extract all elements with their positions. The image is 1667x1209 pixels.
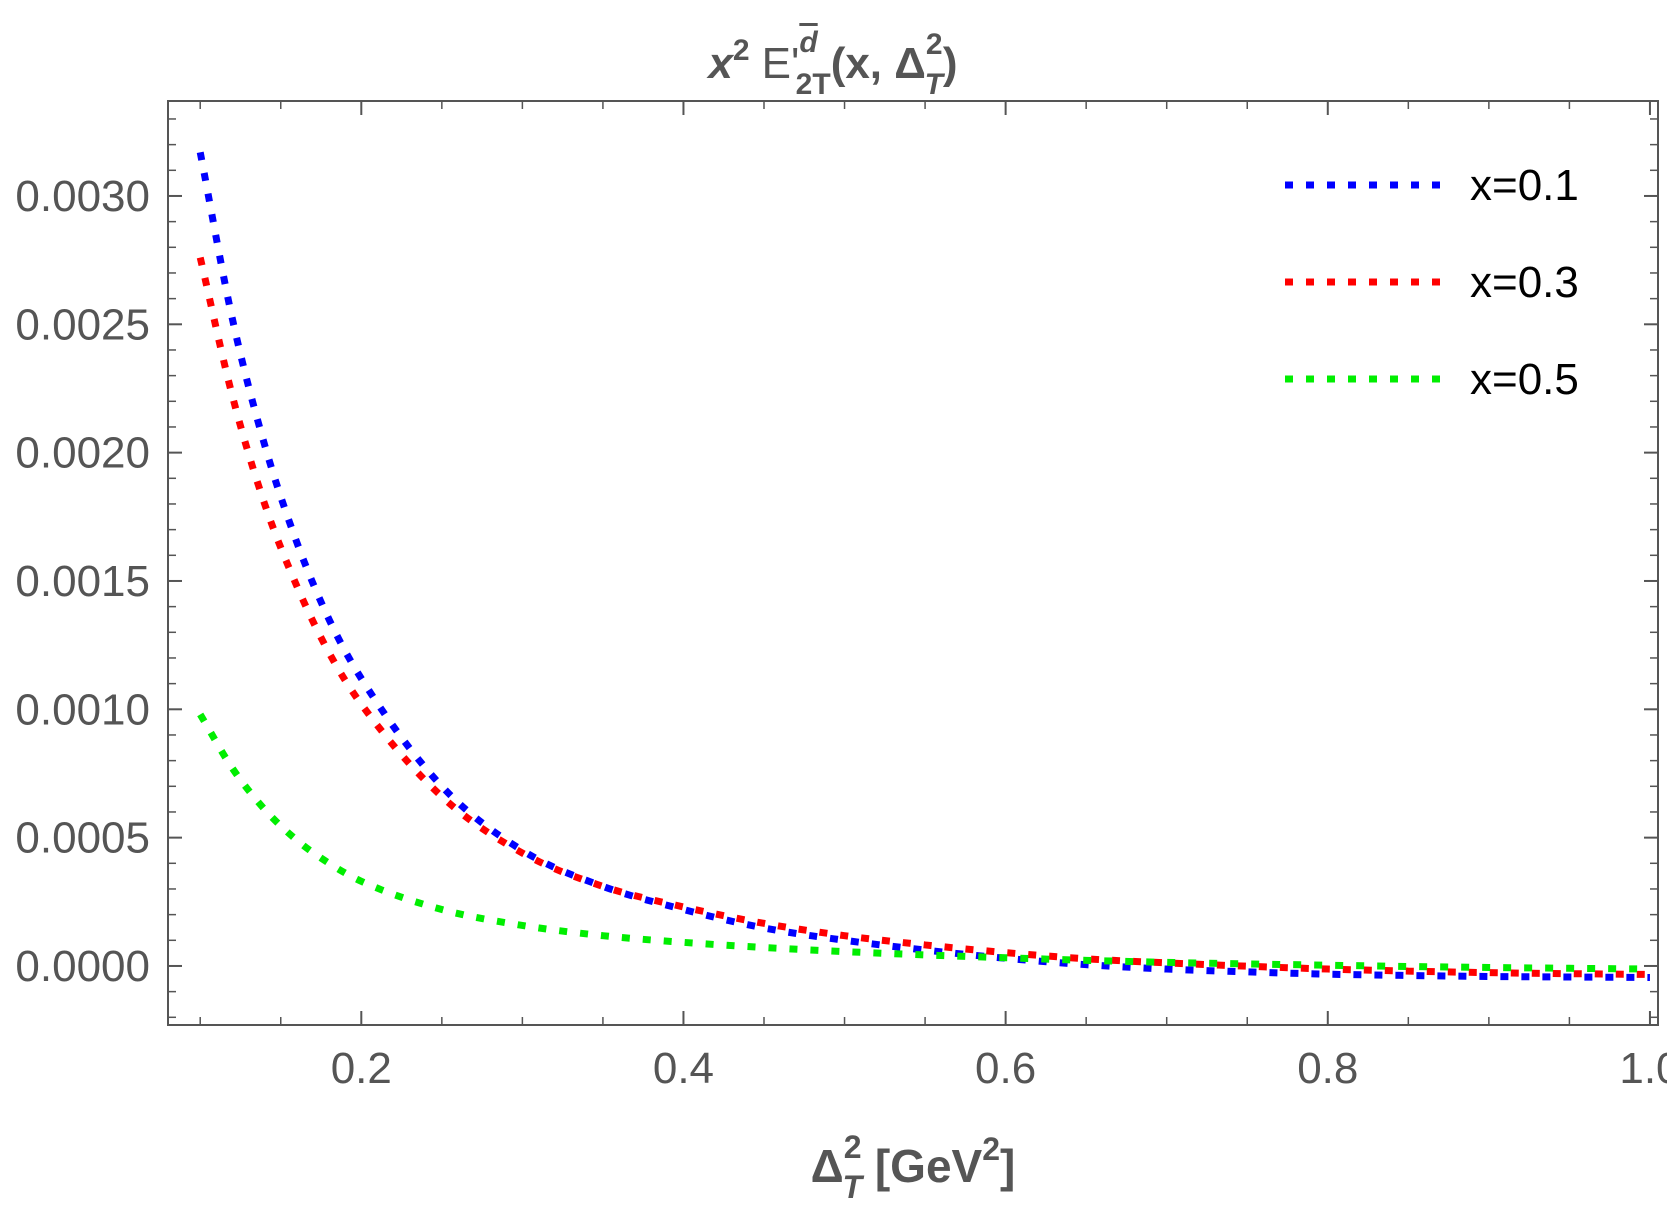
title-delta-subscript: T	[925, 68, 946, 101]
x-tick-label: 1.0	[1619, 1044, 1667, 1093]
xlabel-unit-open: [GeV	[862, 1140, 982, 1192]
x-tick-label: 0.2	[331, 1044, 392, 1093]
series-line-1	[196, 151, 1650, 982]
xlabel-delta: Δ	[811, 1140, 844, 1192]
plot-frame	[167, 100, 1659, 1026]
series-line-2	[196, 256, 1650, 978]
xlabel-delta-subscript: T	[843, 1169, 865, 1205]
x-tick-label: 0.6	[975, 1044, 1036, 1093]
x-axis-label: Δ2 T [GeV2]	[811, 1129, 1016, 1205]
title-delta-superscript: 2	[926, 28, 943, 61]
title-x-symbol: x	[706, 39, 734, 88]
legend-label-3: x=0.5	[1470, 355, 1579, 404]
y-tick-label: 0.0000	[15, 942, 150, 991]
legend-label-2: x=0.3	[1470, 258, 1579, 307]
title-delta: Δ	[894, 39, 926, 88]
xlabel-unit-superscript: 2	[982, 1131, 1000, 1167]
axis-ticks: 0.2 0.4 0.6 0.8 1.0 0.0000 0.0005 0.0010 0.0015 0…	[15, 101, 1667, 1093]
y-tick-label: 0.0015	[15, 557, 150, 606]
y-tick-label: 0.0005	[15, 814, 150, 863]
series-group	[196, 151, 1650, 982]
y-tick-label: 0.0020	[15, 429, 150, 478]
title-args-open: (x,	[831, 39, 895, 88]
y-tick-label: 0.0010	[15, 685, 150, 734]
title-function: E'	[762, 39, 800, 88]
x-tick-label: 0.4	[653, 1044, 714, 1093]
xlabel-unit-close: ]	[1000, 1140, 1015, 1192]
y-tick-label: 0.0030	[15, 172, 150, 221]
y-tick-label: 0.0025	[15, 300, 150, 349]
legend: x=0.1 x=0.3 x=0.5	[1285, 161, 1579, 404]
chart-title: x2 E'd 2T(x, Δ2 T)	[706, 26, 957, 101]
title-function-subscript: 2T	[796, 68, 831, 101]
series-line-3	[197, 712, 1650, 973]
title-x-power: 2	[733, 34, 750, 67]
legend-label-1: x=0.1	[1470, 161, 1579, 210]
title-args-close: )	[943, 39, 958, 88]
title-function-superscript: d	[799, 26, 818, 59]
x-tick-label: 0.8	[1297, 1044, 1358, 1093]
xlabel-delta-superscript: 2	[844, 1129, 862, 1165]
